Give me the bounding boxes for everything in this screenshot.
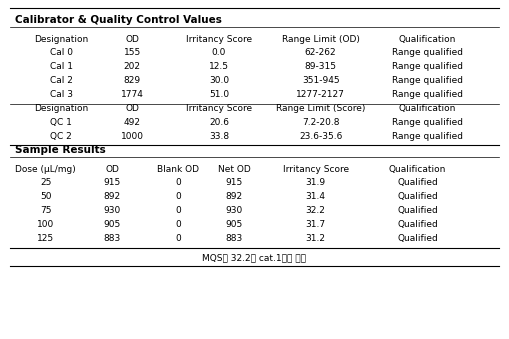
Text: 883: 883 [103, 234, 121, 243]
Text: Designation: Designation [34, 35, 88, 43]
Text: OD: OD [105, 164, 119, 174]
Text: 155: 155 [124, 48, 141, 57]
Text: Calibrator & Quality Control Values: Calibrator & Quality Control Values [15, 15, 222, 25]
Text: 33.8: 33.8 [209, 132, 229, 141]
Text: 7.2-20.8: 7.2-20.8 [302, 118, 340, 127]
Text: 915: 915 [225, 178, 243, 187]
Text: 62-262: 62-262 [305, 48, 336, 57]
Text: Qualified: Qualified [397, 220, 438, 229]
Text: 30.0: 30.0 [209, 76, 229, 85]
Text: Qualified: Qualified [397, 206, 438, 215]
Text: Qualified: Qualified [397, 192, 438, 201]
Text: 883: 883 [225, 234, 243, 243]
Text: Range qualified: Range qualified [392, 48, 463, 57]
Text: 31.7: 31.7 [305, 220, 326, 229]
Text: Qualified: Qualified [397, 178, 438, 187]
Text: 12.5: 12.5 [209, 62, 229, 71]
Text: Range qualified: Range qualified [392, 62, 463, 71]
Text: 0: 0 [175, 192, 181, 201]
Text: Net OD: Net OD [218, 164, 250, 174]
Text: 0.0: 0.0 [212, 48, 226, 57]
Text: OD: OD [125, 35, 139, 43]
Text: Blank OD: Blank OD [157, 164, 199, 174]
Text: Irritancy Score: Irritancy Score [186, 104, 252, 113]
Text: 892: 892 [103, 192, 121, 201]
Text: Range qualified: Range qualified [392, 76, 463, 85]
Text: 1774: 1774 [121, 90, 144, 99]
Text: 905: 905 [103, 220, 121, 229]
Text: Designation: Designation [34, 104, 88, 113]
Text: 1277-2127: 1277-2127 [296, 90, 345, 99]
Text: 351-945: 351-945 [302, 76, 340, 85]
Text: Cal 3: Cal 3 [49, 90, 73, 99]
Text: Range Limit (Score): Range Limit (Score) [276, 104, 365, 113]
Text: 1000: 1000 [121, 132, 144, 141]
Text: 915: 915 [103, 178, 121, 187]
Text: 20.6: 20.6 [209, 118, 229, 127]
Text: 930: 930 [225, 206, 243, 215]
Text: Irritancy Score: Irritancy Score [186, 35, 252, 43]
Text: QC 1: QC 1 [50, 118, 72, 127]
Text: Range Limit (OD): Range Limit (OD) [282, 35, 359, 43]
Text: 89-315: 89-315 [305, 62, 336, 71]
Text: 829: 829 [124, 76, 141, 85]
Text: OD: OD [125, 104, 139, 113]
Text: 51.0: 51.0 [209, 90, 229, 99]
Text: 31.4: 31.4 [305, 192, 326, 201]
Text: Range qualified: Range qualified [392, 132, 463, 141]
Text: 31.2: 31.2 [305, 234, 326, 243]
Text: Cal 0: Cal 0 [49, 48, 73, 57]
Text: Cal 1: Cal 1 [49, 62, 73, 71]
Text: Range qualified: Range qualified [392, 90, 463, 99]
Text: 23.6-35.6: 23.6-35.6 [299, 132, 343, 141]
Text: Qualified: Qualified [397, 234, 438, 243]
Text: Qualification: Qualification [399, 104, 456, 113]
Text: Qualification: Qualification [389, 164, 446, 174]
Text: MQS가 32.2로 cat.1으로 판정: MQS가 32.2로 cat.1으로 판정 [203, 254, 306, 262]
Text: 0: 0 [175, 178, 181, 187]
Text: Irritancy Score: Irritancy Score [282, 164, 349, 174]
Text: Range qualified: Range qualified [392, 118, 463, 127]
Text: 31.9: 31.9 [305, 178, 326, 187]
Text: 0: 0 [175, 206, 181, 215]
Text: 75: 75 [40, 206, 51, 215]
Text: 930: 930 [103, 206, 121, 215]
Text: 202: 202 [124, 62, 141, 71]
Text: 905: 905 [225, 220, 243, 229]
Text: Sample Results: Sample Results [15, 145, 106, 155]
Text: 892: 892 [225, 192, 243, 201]
Text: 125: 125 [37, 234, 54, 243]
Text: 0: 0 [175, 220, 181, 229]
Text: Qualification: Qualification [399, 35, 456, 43]
Text: Cal 2: Cal 2 [50, 76, 72, 85]
Text: 50: 50 [40, 192, 51, 201]
Text: 32.2: 32.2 [305, 206, 326, 215]
Text: QC 2: QC 2 [50, 132, 72, 141]
Text: 492: 492 [124, 118, 141, 127]
Text: 100: 100 [37, 220, 54, 229]
Text: 25: 25 [40, 178, 51, 187]
Text: 0: 0 [175, 234, 181, 243]
Text: Dose (μL/mg): Dose (μL/mg) [15, 164, 76, 174]
